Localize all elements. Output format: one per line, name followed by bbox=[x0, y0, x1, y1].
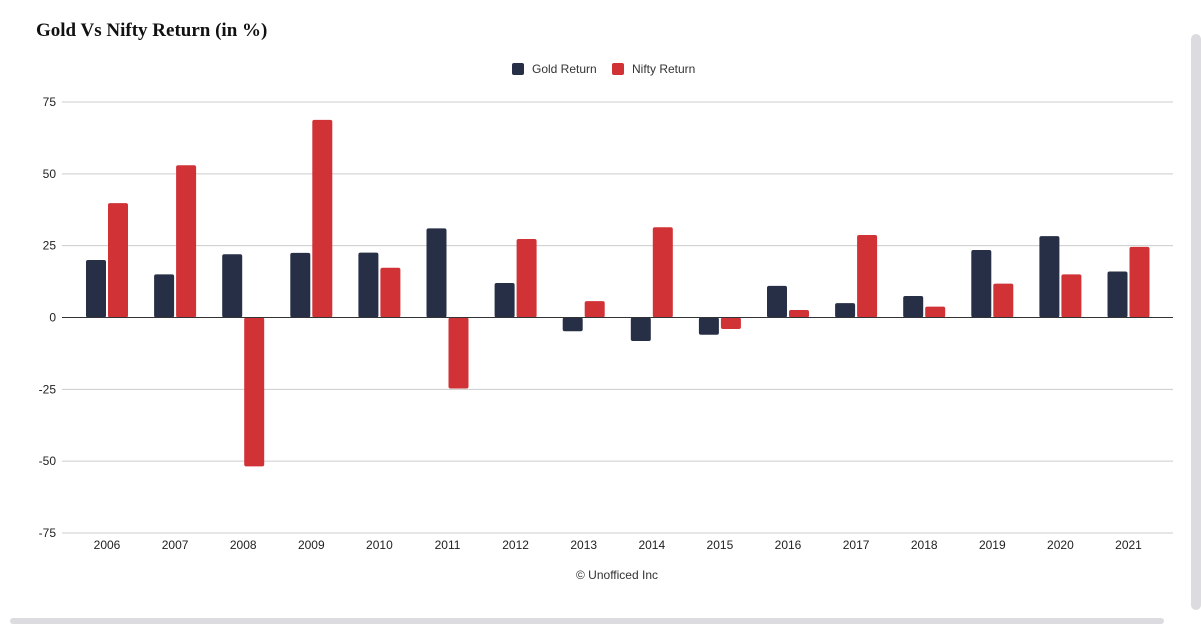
gold-return-bar-2008[interactable] bbox=[222, 254, 243, 318]
gold-return-bar-2010[interactable] bbox=[358, 252, 379, 318]
gold-return-bar-2021[interactable] bbox=[1107, 271, 1128, 318]
nifty-return-bar-2015[interactable] bbox=[720, 317, 741, 329]
nifty-return-bar-2020[interactable] bbox=[1061, 274, 1082, 318]
x-tick-label: 2011 bbox=[435, 538, 461, 552]
x-tick-label: 2010 bbox=[366, 538, 393, 552]
x-tick-label: 2008 bbox=[230, 538, 257, 552]
gold-return-bar-2020[interactable] bbox=[1039, 236, 1060, 318]
gridlines bbox=[62, 101, 1173, 534]
legend-label-nifty[interactable]: Nifty Return bbox=[632, 62, 695, 76]
gold-return-bar-2009[interactable] bbox=[290, 252, 311, 318]
y-tick-label: 50 bbox=[43, 167, 57, 181]
x-tick-label: 2016 bbox=[775, 538, 802, 552]
gold-return-bar-2018[interactable] bbox=[903, 295, 924, 318]
y-tick-label: 25 bbox=[43, 239, 57, 253]
x-tick-label: 2018 bbox=[911, 538, 938, 552]
y-tick-label: 0 bbox=[49, 311, 56, 325]
x-tick-label: 2015 bbox=[707, 538, 734, 552]
gold-return-bar-2015[interactable] bbox=[698, 317, 719, 335]
x-axis-ticks: 2006 2007 2008 2009 2010 2011 2012 2013 2014 2015… bbox=[94, 538, 1143, 552]
legend-label-gold[interactable]: Gold Return bbox=[532, 62, 597, 76]
nifty-return-bar-2014[interactable] bbox=[652, 227, 673, 318]
gold-return-bar-2011[interactable] bbox=[426, 228, 447, 318]
gold-return-bar-2016[interactable] bbox=[767, 285, 787, 318]
source-label: © Unofficed Inc bbox=[576, 568, 658, 582]
horizontal-scrollbar[interactable] bbox=[10, 618, 1164, 624]
y-axis-ticks: 75 50 25 0 -25 -50 -75 bbox=[39, 95, 57, 540]
x-tick-label: 2014 bbox=[638, 538, 665, 552]
nifty-return-bar-2016[interactable] bbox=[789, 310, 809, 318]
nifty-return-bar-2010[interactable] bbox=[380, 267, 401, 318]
x-tick-label: 2007 bbox=[162, 538, 189, 552]
chart-area: 75 50 25 0 -25 -50 -75 2006 2007 2008 2009 2010 201… bbox=[39, 62, 1173, 582]
x-tick-label: 2020 bbox=[1047, 538, 1074, 552]
bars bbox=[86, 119, 1150, 467]
gold-return-bar-2006[interactable] bbox=[86, 260, 106, 318]
gold-return-bar-2013[interactable] bbox=[562, 317, 583, 332]
gold-return-bar-2019[interactable] bbox=[971, 249, 992, 318]
nifty-return-bar-2007[interactable] bbox=[176, 165, 197, 318]
gold-return-bar-2014[interactable] bbox=[630, 317, 651, 342]
x-tick-label: 2013 bbox=[570, 538, 597, 552]
gold-return-bar-2007[interactable] bbox=[154, 274, 175, 318]
gold-return-bar-2012[interactable] bbox=[494, 283, 515, 318]
nifty-return-bar-2011[interactable] bbox=[448, 317, 469, 389]
nifty-return-bar-2018[interactable] bbox=[925, 306, 946, 318]
x-tick-label: 2012 bbox=[502, 538, 529, 552]
legend-swatch-nifty[interactable] bbox=[612, 63, 624, 75]
vertical-scrollbar[interactable] bbox=[1191, 34, 1201, 610]
x-tick-label: 2017 bbox=[843, 538, 870, 552]
chart-title: Gold Vs Nifty Return (in %) bbox=[36, 20, 268, 41]
x-tick-label: 2021 bbox=[1115, 538, 1142, 552]
nifty-return-bar-2006[interactable] bbox=[108, 203, 128, 318]
y-tick-label: 75 bbox=[43, 95, 57, 109]
nifty-return-bar-2013[interactable] bbox=[584, 301, 605, 318]
x-tick-label: 2006 bbox=[94, 538, 121, 552]
y-tick-label: -75 bbox=[39, 526, 57, 540]
nifty-return-bar-2017[interactable] bbox=[857, 235, 878, 318]
nifty-return-bar-2008[interactable] bbox=[244, 317, 265, 467]
x-tick-label: 2009 bbox=[298, 538, 325, 552]
y-tick-label: -50 bbox=[39, 454, 57, 468]
nifty-return-bar-2009[interactable] bbox=[312, 119, 333, 318]
gold-return-bar-2017[interactable] bbox=[835, 303, 856, 318]
legend[interactable]: Gold Return Nifty Return bbox=[512, 62, 695, 76]
nifty-return-bar-2012[interactable] bbox=[516, 239, 537, 318]
legend-swatch-gold[interactable] bbox=[512, 63, 524, 75]
x-tick-label: 2019 bbox=[979, 538, 1006, 552]
nifty-return-bar-2019[interactable] bbox=[993, 283, 1014, 318]
y-tick-label: -25 bbox=[39, 382, 57, 396]
nifty-return-bar-2021[interactable] bbox=[1129, 246, 1150, 318]
